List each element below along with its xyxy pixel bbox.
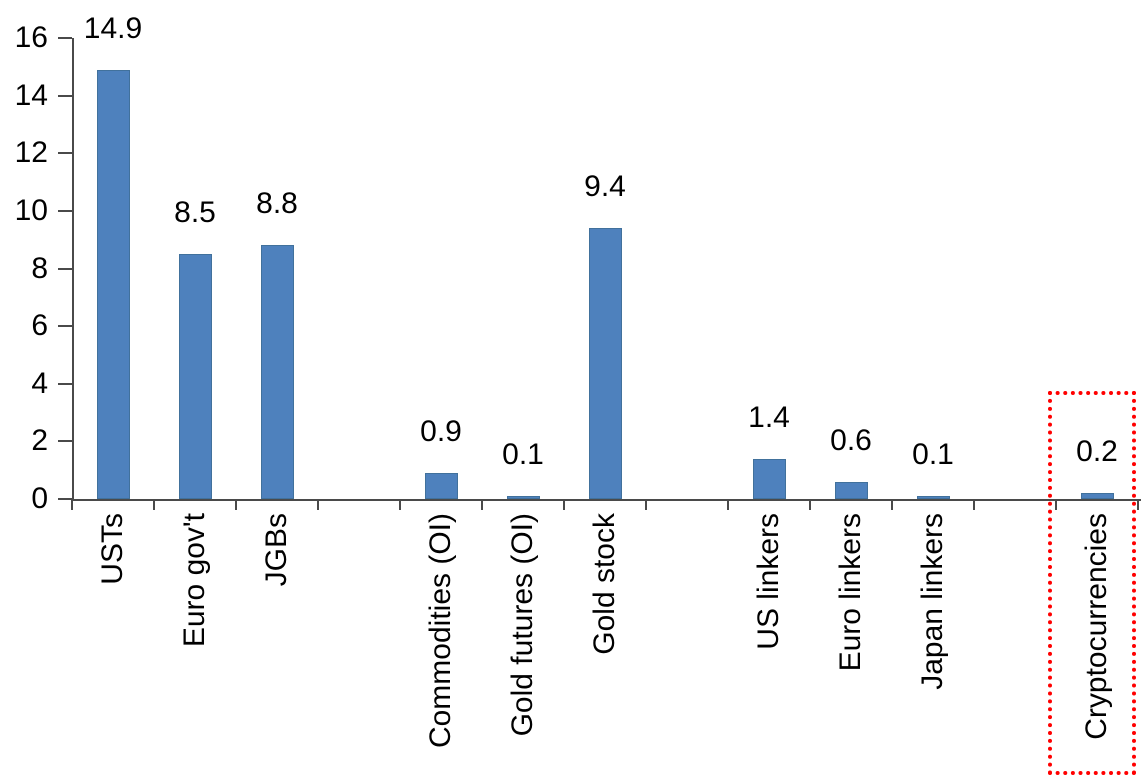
x-axis-tick: [71, 499, 73, 510]
bar-gold-futures-oi: [507, 496, 540, 499]
bar-commodities-oi: [425, 473, 458, 499]
value-label: 1.4: [748, 401, 790, 434]
x-axis-tick: [645, 499, 647, 510]
x-axis-tick: [317, 499, 319, 510]
y-axis-tick: [58, 37, 72, 39]
x-axis-tick: [563, 499, 565, 510]
value-label: 8.8: [256, 187, 298, 220]
value-label: 0.1: [912, 438, 954, 471]
y-tick-label: 14: [14, 78, 48, 112]
y-tick-label: 8: [31, 251, 48, 285]
x-axis-tick: [481, 499, 483, 510]
x-axis-tick: [1055, 499, 1057, 510]
y-axis-tick: [58, 440, 72, 443]
y-axis-tick: [58, 382, 72, 385]
value-label: 0.9: [420, 415, 462, 448]
y-tick-label: 12: [14, 136, 48, 170]
value-label: 9.4: [584, 170, 626, 203]
bar-euro-gov-t: [179, 254, 212, 499]
value-label: 0.2: [1076, 435, 1118, 468]
x-axis-tick: [891, 499, 893, 510]
bar-gold-stock: [589, 228, 622, 499]
category-label-text: Gold stock: [588, 513, 621, 655]
bar-jgbs: [261, 245, 294, 499]
x-axis-tick: [235, 499, 237, 510]
x-axis-line: [72, 499, 1141, 501]
value-label: 0.6: [830, 424, 872, 457]
category-label-text: Commodities (OI): [424, 513, 457, 749]
bar-usts: [97, 70, 130, 499]
y-axis-line: [72, 38, 74, 501]
bar-japan-linkers: [917, 496, 950, 499]
category-label-text: JGBs: [260, 513, 293, 587]
category-label-text: US linkers: [752, 513, 785, 650]
bar-euro-linkers: [835, 482, 868, 499]
highlight-box-cryptocurrencies: [1048, 391, 1136, 775]
y-axis-tick: [58, 498, 72, 500]
value-label: 14.9: [83, 12, 143, 45]
category-label-text: Japan linkers: [916, 513, 949, 690]
x-axis-tick: [727, 499, 729, 510]
category-label-text: Gold futures (OI): [506, 513, 539, 737]
y-tick-label: 6: [31, 309, 48, 343]
y-tick-label: 10: [14, 193, 48, 227]
category-label-text: Euro linkers: [834, 513, 867, 672]
category-label-text: Euro gov't: [178, 513, 211, 648]
y-axis-tick: [58, 209, 72, 212]
bar-us-linkers: [753, 459, 786, 499]
y-axis-tick: [58, 267, 72, 270]
x-axis-tick: [153, 499, 155, 510]
y-axis-tick: [58, 152, 72, 155]
y-axis-tick: [58, 325, 72, 328]
bar-cryptocurrencies: [1081, 493, 1114, 499]
x-axis-tick: [809, 499, 811, 510]
y-tick-label: 2: [31, 424, 48, 458]
x-axis-tick: [973, 499, 975, 510]
value-label: 8.5: [174, 196, 216, 229]
value-label: 0.1: [502, 438, 544, 471]
category-label-text: USTs: [96, 513, 129, 585]
y-tick-label: 4: [31, 366, 48, 400]
y-tick-label: 16: [14, 21, 48, 54]
y-axis-tick: [58, 94, 72, 97]
x-axis-tick: [1137, 499, 1139, 510]
y-tick-label: 0: [31, 482, 48, 515]
x-axis-tick: [399, 499, 401, 510]
